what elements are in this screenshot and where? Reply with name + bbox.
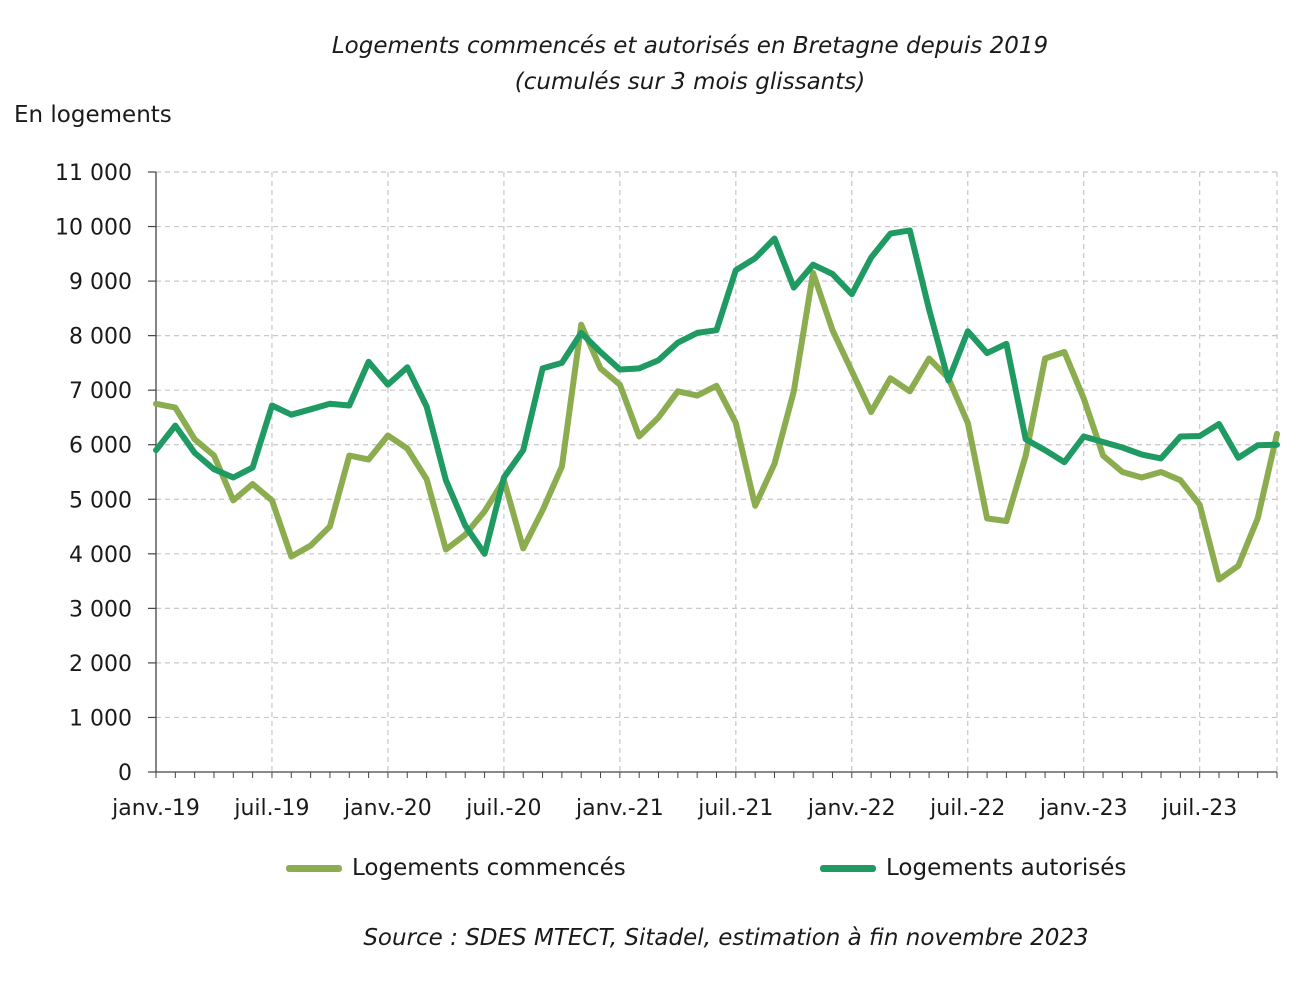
x-tick-label: juil.-19 [233, 796, 309, 821]
legend-item-autorises: Logements autorisés [820, 855, 1126, 881]
x-tick-label: janv.-23 [1039, 796, 1128, 821]
y-tick-label: 11 000 [55, 161, 132, 186]
y-tick-label: 10 000 [55, 216, 132, 241]
legend-swatch-commences [286, 864, 342, 872]
x-tick-label: janv.-21 [575, 796, 664, 821]
y-tick-labels: 0 1 000 2 000 3 000 4 000 5 000 6 000 7 000 8 00… [55, 161, 132, 786]
x-tick-label: juil.-20 [465, 796, 541, 821]
y-axis-label: En logements [14, 102, 172, 128]
legend-swatch-autorises [820, 864, 876, 872]
y-tick-label: 2 000 [69, 652, 132, 677]
y-tick-label: 9 000 [69, 270, 132, 295]
y-tick-label: 3 000 [69, 597, 132, 622]
y-tick-label: 5 000 [69, 488, 132, 513]
legend-label-commences: Logements commencés [352, 855, 626, 881]
x-tick-label: janv.-19 [111, 796, 200, 821]
chart-title-line1: Logements commencés et autorisés en Bret… [331, 33, 1049, 59]
y-tick-label: 4 000 [69, 543, 132, 568]
source-note: Source : SDES MTECT, Sitadel, estimation… [363, 925, 1089, 951]
axes [148, 171, 1278, 778]
y-tick-label: 6 000 [69, 434, 132, 459]
series-lines [153, 227, 1280, 583]
legend-item-commences: Logements commencés [286, 855, 626, 881]
legend-label-autorises: Logements autorisés [886, 855, 1127, 881]
x-tick-label: juil.-23 [1161, 796, 1237, 821]
chart-title: Logements commencés et autorisés en Bret… [0, 28, 1307, 100]
y-tick-label: 0 [118, 761, 132, 786]
x-tick-labels: janv.-19 juil.-19 janv.-20 juil.-20 janv.-21… [111, 796, 1237, 821]
series-line-commences [153, 269, 1280, 583]
x-tick-label: janv.-22 [807, 796, 896, 821]
y-tick-label: 7 000 [69, 379, 132, 404]
y-tick-label: 1 000 [69, 706, 132, 731]
chart-title-line2: (cumulés sur 3 mois glissants) [514, 69, 866, 95]
grid-lines [156, 171, 1278, 772]
x-tick-label: juil.-22 [929, 796, 1005, 821]
series-line-autorises [153, 227, 1280, 557]
y-tick-label: 8 000 [69, 325, 132, 350]
x-tick-label: juil.-21 [697, 796, 773, 821]
x-tick-label: janv.-20 [343, 796, 432, 821]
